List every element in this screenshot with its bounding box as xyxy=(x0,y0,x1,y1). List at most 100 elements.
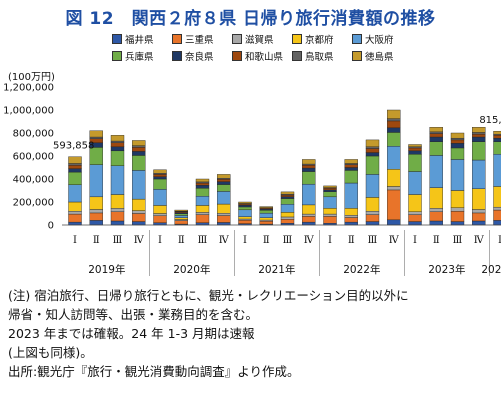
bar-segment xyxy=(365,148,380,153)
bar-segment xyxy=(472,141,486,161)
bar-segment xyxy=(450,207,465,212)
bar-segment xyxy=(302,159,316,165)
bar-segment xyxy=(132,213,146,222)
bar-segment xyxy=(387,118,401,122)
x-tick-label: Ⅰ xyxy=(158,235,162,246)
y-axis-unit-label: (100万円) xyxy=(8,72,55,83)
bar-segment xyxy=(323,191,337,198)
bar-segment xyxy=(302,221,316,226)
bar-segment xyxy=(344,182,358,209)
note-line: (注) 宿泊旅行、日帰り旅行ともに、観光・レクリエーション目的以外に xyxy=(8,288,409,303)
x-tick-label: Ⅱ xyxy=(433,235,440,246)
legend-label: 徳島県 xyxy=(365,51,394,63)
bar-segment xyxy=(429,141,443,156)
bar-segment xyxy=(110,194,125,209)
bar-segment xyxy=(68,213,82,223)
bar-segment xyxy=(344,221,358,226)
y-tick-label: 1,200,000 xyxy=(3,83,54,94)
bar-segment xyxy=(153,215,167,223)
bar-segment xyxy=(89,164,103,198)
x-tick-label: Ⅰ xyxy=(498,235,501,246)
year-label: 2024年 xyxy=(481,263,501,276)
bar-segment xyxy=(280,191,295,195)
bar-segment xyxy=(493,220,501,226)
y-tick-label: 0 xyxy=(48,221,54,232)
bar-segment xyxy=(195,205,210,213)
x-tick-label: Ⅰ xyxy=(328,235,332,246)
note-line: 帰省・知人訪問等、出張・業務目的を含む。 xyxy=(8,307,259,322)
bar-segment xyxy=(68,168,82,173)
bar-segment xyxy=(450,147,465,160)
bar-segment xyxy=(365,152,380,157)
bar-segment xyxy=(259,210,273,214)
note-line: 出所:観光庁『旅行・観光消費動向調査』より作成。 xyxy=(8,364,300,379)
bar-segment xyxy=(238,219,252,224)
bar-segment xyxy=(387,120,401,129)
bar-segment xyxy=(238,205,252,208)
legend-label: 京都府 xyxy=(305,34,334,46)
bar-segment xyxy=(110,211,125,222)
bar-segment xyxy=(408,211,422,215)
bar-segment xyxy=(132,147,146,152)
bar-segment xyxy=(365,210,380,215)
bar-segment xyxy=(89,136,103,139)
legend-swatch xyxy=(112,50,122,61)
x-tick-label: Ⅳ xyxy=(389,235,400,246)
bar-segment xyxy=(472,209,486,214)
y-tick-label: 600,000 xyxy=(13,152,54,163)
legend-label: 和歌山県 xyxy=(245,51,284,63)
legend-swatch xyxy=(232,33,242,44)
chart-title: 図 12 関西２府８県 日帰り旅行消費額の推移 xyxy=(65,9,436,29)
legend-label: 奈良県 xyxy=(185,51,214,63)
bar-segment xyxy=(365,197,380,212)
bar-segment xyxy=(344,159,358,164)
bar-segment xyxy=(323,189,337,192)
bar-segment xyxy=(259,212,273,218)
bar-segment xyxy=(238,209,252,217)
bar-segment xyxy=(89,209,103,214)
bar-segment xyxy=(365,174,380,198)
bar-segment xyxy=(323,208,337,215)
bar-segment xyxy=(365,155,380,175)
bar-segment xyxy=(68,156,82,164)
bar-segment xyxy=(110,208,125,212)
bar-segment xyxy=(387,132,401,147)
note-line: 2023 年までは確報。24 年 1-3 月期は速報 xyxy=(8,326,255,341)
x-tick-label: Ⅱ xyxy=(263,235,270,246)
bar-segment xyxy=(408,154,422,172)
bar-segment xyxy=(68,184,82,203)
bar-segment xyxy=(132,221,146,226)
bar-segment xyxy=(472,133,486,138)
bar-segment xyxy=(387,169,401,187)
bar-segment xyxy=(68,201,82,212)
legend-swatch xyxy=(232,50,242,61)
x-tick-label: Ⅰ xyxy=(243,235,247,246)
legend-row: 兵庫県 奈良県 和歌山県 鳥取県 徳島県 xyxy=(112,47,412,64)
bar-segment xyxy=(344,167,358,171)
bar-segment xyxy=(429,211,443,222)
bar-segment xyxy=(323,185,337,188)
year-label: 2019年 xyxy=(88,263,125,276)
bar-segment xyxy=(493,154,501,187)
legend: 福井県 三重県 滋賀県 京都府 大阪府 兵庫県 奈良県 和歌山県 鳥取県 徳島県 xyxy=(112,30,412,64)
legend-item: 滋賀県 xyxy=(232,32,292,46)
x-tick-label: Ⅱ xyxy=(178,235,185,246)
bar-segment xyxy=(110,135,125,142)
bar-segment xyxy=(280,216,295,220)
legend-item: 徳島県 xyxy=(352,49,412,63)
bar-segment xyxy=(238,201,252,204)
bar-segment xyxy=(408,144,422,147)
bar-segment xyxy=(153,213,167,216)
annotation-label: 593,858 xyxy=(53,141,94,152)
bar-segment xyxy=(323,187,337,191)
bar-segment xyxy=(344,215,358,218)
x-tick-label: Ⅱ xyxy=(93,235,100,246)
bar-segment xyxy=(89,212,103,221)
bar-segment xyxy=(302,167,316,172)
bar-segment xyxy=(280,219,295,224)
bar-segment xyxy=(153,174,167,177)
legend-item: 兵庫県 xyxy=(112,49,172,63)
legend-swatch xyxy=(172,50,182,61)
bar-segment xyxy=(110,146,125,152)
bar-segment xyxy=(387,219,401,226)
